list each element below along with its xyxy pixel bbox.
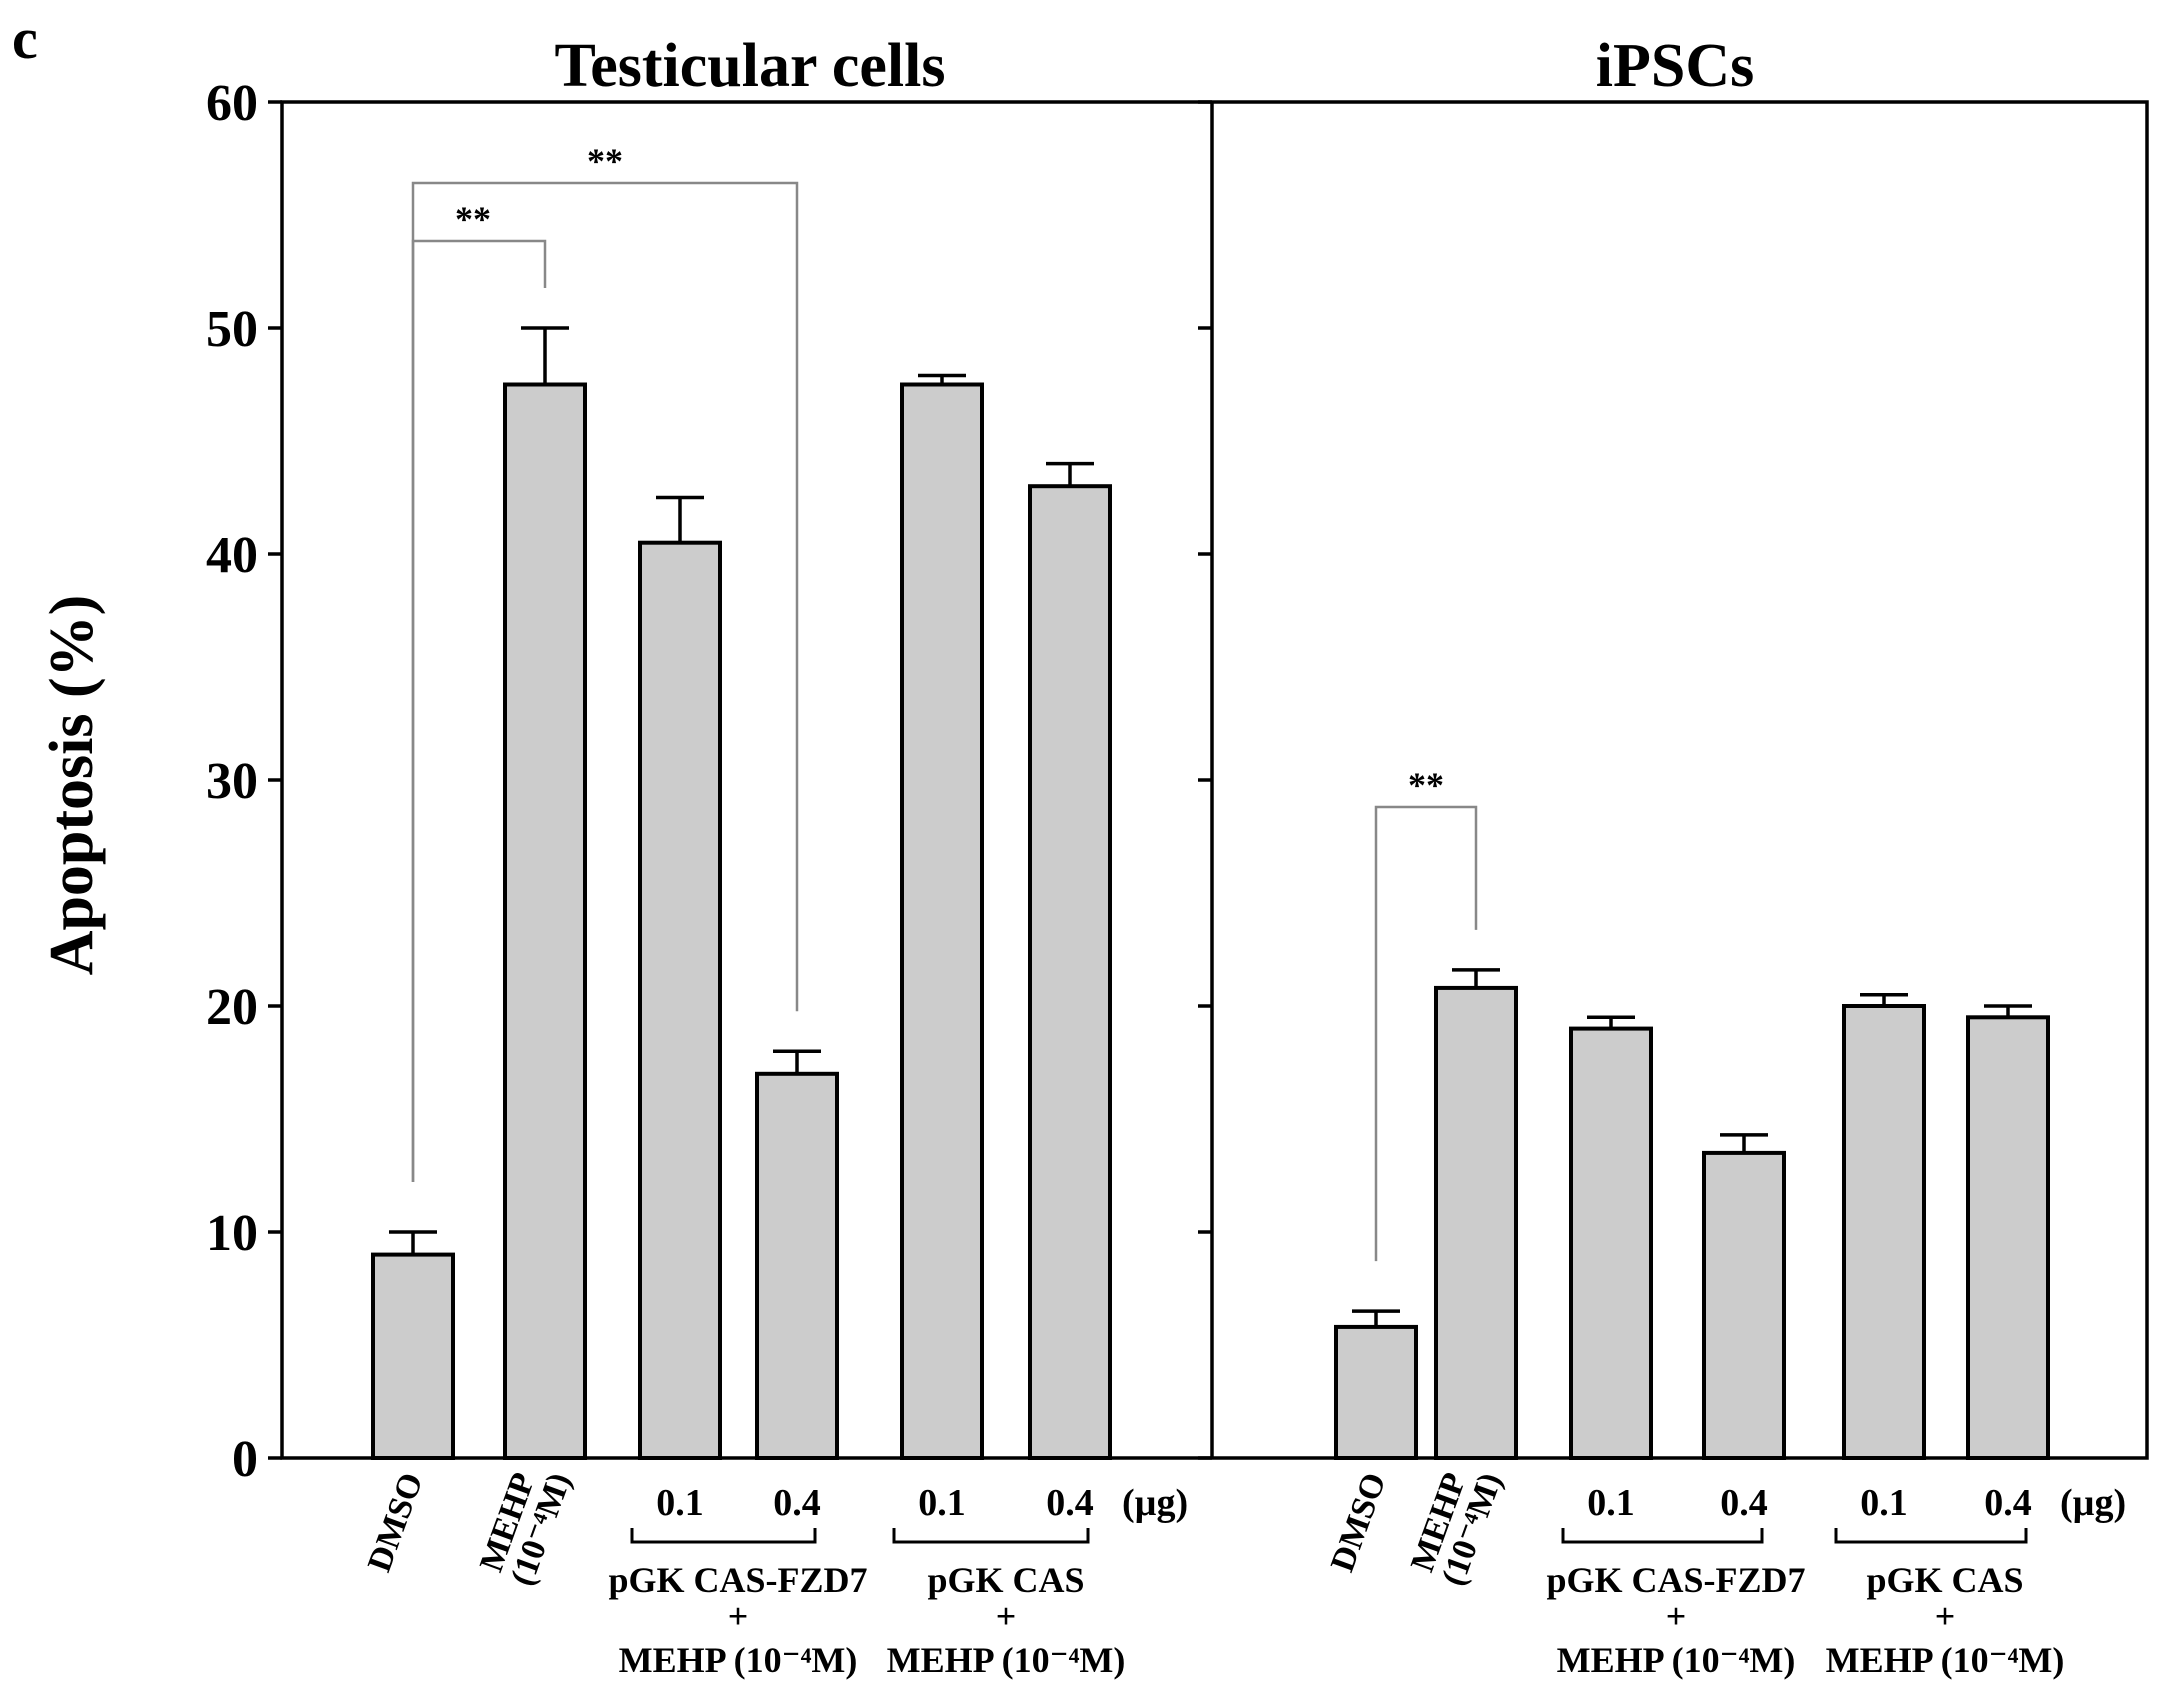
bar — [1842, 1004, 1926, 1460]
significance-label: ** — [455, 199, 491, 239]
category-label: 0.4 — [773, 1482, 821, 1524]
significance-bracket — [411, 181, 799, 1182]
category-label: 0.1 — [918, 1482, 966, 1524]
bar — [1434, 985, 1518, 1460]
bar — [900, 382, 984, 1460]
panel-ipscs: iPSCs**DMSO MEHP(10⁻⁴M) 0.1 0.4 0.1 0.4 (µg)pG… — [1324, 32, 2126, 1680]
group-label-line1: pGK CAS — [1866, 1560, 2023, 1600]
group-label-line1: pGK CAS — [927, 1560, 1084, 1600]
category-label: DMSO — [361, 1468, 431, 1577]
panel-letter: c — [12, 6, 38, 71]
group-label-line2: + — [1935, 1596, 1956, 1636]
category-label: 0.4 — [1046, 1482, 1094, 1524]
significance-bracket — [1374, 805, 1478, 1262]
bar — [1334, 1324, 1418, 1461]
bar — [1702, 1150, 1786, 1461]
y-tick-label: 50 — [206, 301, 258, 358]
bar — [503, 382, 587, 1460]
bar — [638, 540, 722, 1460]
group-label-line3: MEHP (10⁻⁴M) — [1557, 1640, 1796, 1680]
group-label-line2: + — [728, 1596, 749, 1636]
category-label: 0.4 — [1984, 1482, 2032, 1524]
group-bracket — [1561, 1528, 1764, 1544]
category-label: 0.1 — [1860, 1482, 1908, 1524]
group-label-line3: MEHP (10⁻⁴M) — [887, 1640, 1126, 1680]
bar — [755, 1071, 839, 1461]
y-tick-label: 60 — [206, 75, 258, 132]
category-label: 0.4 — [1720, 1482, 1768, 1524]
bar — [1966, 1015, 2050, 1460]
group-label-line1: pGK CAS-FZD7 — [1546, 1560, 1805, 1600]
group-bracket — [630, 1528, 817, 1544]
panel-testicular-cells: Testicular cells****DMSO MEHP(10⁻⁴M) 0.1 0.… — [361, 32, 1188, 1680]
significance-label: ** — [587, 141, 623, 181]
category-label: 0.1 — [1587, 1482, 1635, 1524]
bar — [1569, 1026, 1653, 1460]
bar — [371, 1252, 455, 1460]
group-bracket — [892, 1528, 1090, 1544]
group-label-line1: pGK CAS-FZD7 — [608, 1560, 867, 1600]
panel-title: Testicular cells — [555, 32, 946, 100]
category-label: 0.1 — [656, 1482, 704, 1524]
y-tick-label: 20 — [206, 979, 258, 1036]
panel-title: iPSCs — [1596, 32, 1754, 100]
significance-label: ** — [1408, 765, 1444, 805]
unit-label: (µg) — [1122, 1482, 1188, 1524]
group-label-line3: MEHP (10⁻⁴M) — [619, 1640, 858, 1680]
unit-label: (µg) — [2060, 1482, 2126, 1524]
y-tick-label: 10 — [206, 1205, 258, 1262]
y-tick-label: 30 — [206, 753, 258, 810]
category-label: DMSO — [1324, 1468, 1394, 1577]
y-tick-label: 0 — [232, 1431, 258, 1488]
group-label-line3: MEHP (10⁻⁴M) — [1826, 1640, 2065, 1680]
chart-panels: Testicular cells****DMSO MEHP(10⁻⁴M) 0.1 0.… — [361, 32, 2126, 1680]
bar — [1028, 484, 1112, 1460]
y-tick-label: 40 — [206, 527, 258, 584]
y-axis-label: Apoptosis (%) — [38, 595, 106, 976]
group-label-line2: + — [996, 1596, 1017, 1636]
group-label-line2: + — [1666, 1596, 1687, 1636]
group-bracket — [1834, 1528, 2028, 1544]
y-axis: 0 10 20 30 40 50 60 — [206, 75, 1212, 1488]
